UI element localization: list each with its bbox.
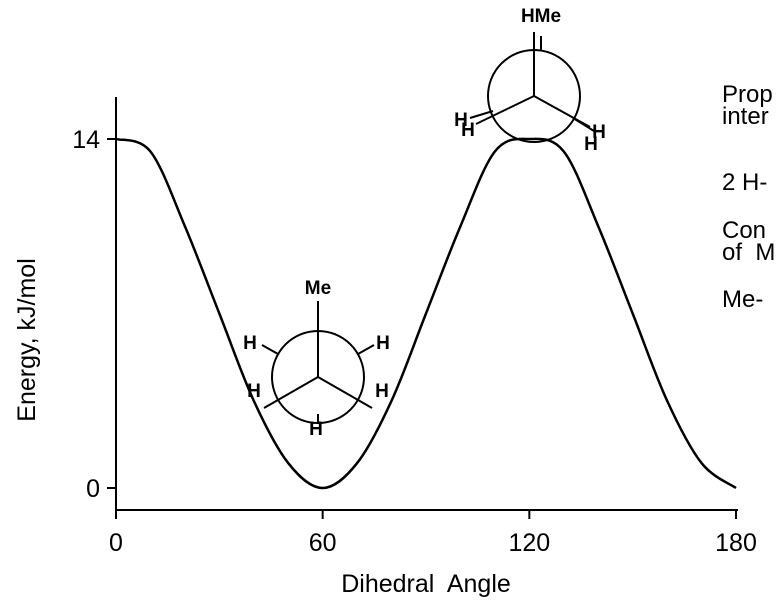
energy-curve (115, 137, 737, 490)
y-tick-label: 14 (72, 126, 100, 154)
x-tick-label: 60 (309, 529, 337, 557)
atom-h-lower-right: H (375, 381, 389, 402)
newman-eclipsed: HMe H H H H (454, 6, 606, 155)
front-bond-lower-right (317, 376, 373, 409)
atom-h-bottom: H (309, 419, 323, 440)
note-2: 2 H- (722, 169, 768, 196)
atom-label-top: HMe (521, 6, 561, 27)
atom-h-left-back: H (454, 110, 468, 131)
note-3: Con of M (722, 217, 776, 266)
x-axis-label: Dihedral Angle (341, 570, 511, 598)
atom-h-right-front: H (584, 134, 598, 155)
ticks: 0 60 120 180 0 14 (72, 126, 757, 557)
x-tick-label: 120 (508, 529, 550, 557)
atom-h-left-front: H (461, 120, 475, 141)
back-bond-right (572, 117, 595, 132)
x-tick-label: 0 (109, 529, 123, 557)
front-bond-left (475, 95, 535, 125)
atom-h-upper-left: H (243, 333, 257, 354)
newman-staggered: Me H H H H H (243, 278, 390, 440)
curve-layer (115, 137, 737, 490)
axes (115, 97, 738, 511)
x-tick-label: 180 (715, 529, 757, 557)
front-bond-lower-left (263, 376, 319, 409)
atom-h-right-back: H (592, 122, 606, 143)
back-bond-upper-left (261, 344, 279, 355)
note-4: Me- (722, 286, 764, 313)
y-axis-label: Energy, kJ/mol (13, 258, 41, 421)
atom-h-lower-left: H (247, 381, 261, 402)
atom-me-top: Me (305, 278, 331, 299)
back-bond-upper-right (357, 344, 375, 355)
y-tick-label: 0 (86, 475, 100, 503)
atom-h-upper-right: H (376, 333, 390, 354)
back-bond-left (469, 110, 494, 119)
note-1: Prop inter (722, 81, 773, 130)
